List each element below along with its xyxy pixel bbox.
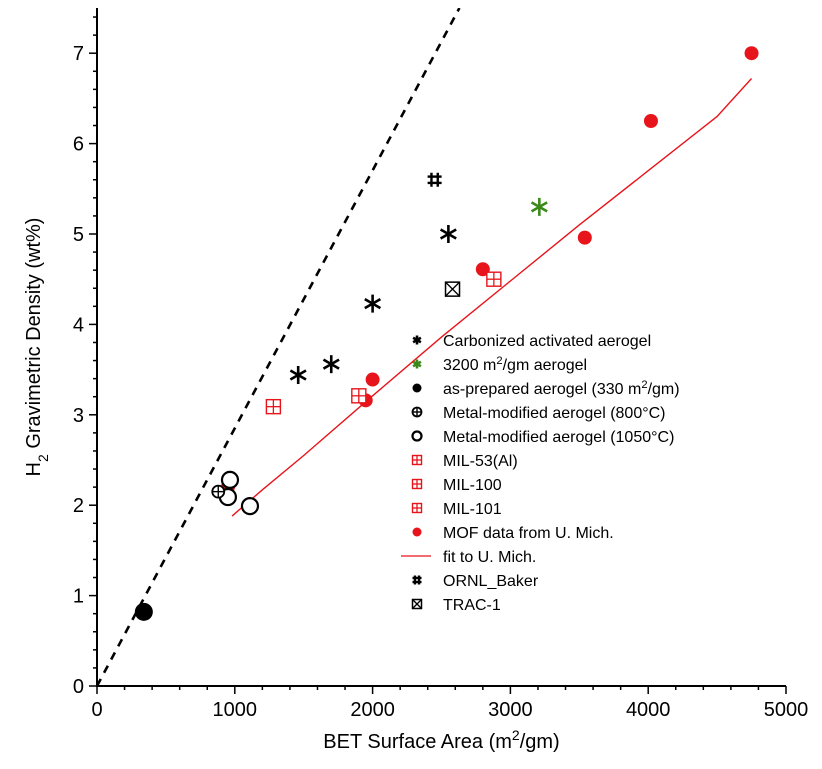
legend-marker-10 <box>412 575 422 585</box>
x-tick-label: 0 <box>91 699 102 721</box>
data-point-3-0 <box>211 484 226 499</box>
axes-layer: 0 1000 2000 3000 4000 5000 0 1 2 3 4 5 6 7 BET Surface… <box>23 8 808 753</box>
legend-label-10: ORNL_Baker <box>443 573 539 590</box>
y-tick-label: 2 <box>73 495 84 517</box>
legend-marker-0 <box>412 335 422 345</box>
data-point-1-0 <box>530 197 548 216</box>
data-point-2-0 <box>134 602 153 621</box>
x-axis-title: BET Surface Area (m2/gm) <box>323 727 559 753</box>
x-tick-label: 2000 <box>350 699 395 721</box>
legend-label-11: TRAC-1 <box>443 597 501 614</box>
legend-label-3: Metal-modified aerogel (800°C) <box>443 405 666 422</box>
data-point-11-0 <box>444 281 461 297</box>
legend-marker-11 <box>411 598 423 610</box>
legend: Carbonized activated aerogel 3200 m2/gm … <box>401 333 680 614</box>
legend-label-1: 3200 m2/gm aerogel <box>443 355 587 374</box>
legend-marker-6 <box>411 478 423 490</box>
legend-label-7: MIL-101 <box>443 501 502 518</box>
data-point-0-2 <box>364 294 382 313</box>
data-point-8-4 <box>577 230 592 245</box>
data-point-0-1 <box>322 355 340 374</box>
legend-label-0: Carbonized activated aerogel <box>443 333 651 350</box>
data-point-8-6 <box>744 46 759 61</box>
y-tick-label: 4 <box>73 314 84 336</box>
legend-marker-1 <box>412 359 422 369</box>
data-point-0-3 <box>439 225 457 243</box>
legend-marker-2 <box>412 383 422 393</box>
data-point-10-0 <box>427 172 442 187</box>
data-point-6-0 <box>351 388 367 404</box>
y-tick-label: 0 <box>73 676 84 698</box>
x-tick-label: 1000 <box>213 699 258 721</box>
legend-label-2: as-prepared aerogel (330 m2/gm) <box>443 379 680 398</box>
legend-label-9: fit to U. Mich. <box>443 549 536 566</box>
data-point-4-0 <box>220 470 240 489</box>
y-axis-title: H2 Gravimetric Density (wt%) <box>23 218 51 477</box>
data-point-7-0 <box>486 271 502 287</box>
y-tick-label: 3 <box>73 405 84 427</box>
legend-label-4: Metal-modified aerogel (1050°C) <box>443 429 674 446</box>
legend-marker-3 <box>411 406 423 418</box>
y-tick-label: 1 <box>73 586 84 608</box>
y-tick-label: 7 <box>73 43 84 65</box>
legend-label-8: MOF data from U. Mich. <box>443 525 614 542</box>
data-point-0-0 <box>289 366 307 385</box>
y-tick-label: 5 <box>73 224 84 246</box>
data-point-8-5 <box>643 114 658 128</box>
data-point-4-2 <box>240 497 260 516</box>
x-tick-label: 5000 <box>764 699 809 721</box>
y-tick-label: 6 <box>73 134 84 156</box>
plot-layer <box>97 8 759 686</box>
legend-label-5: MIL-53(Al) <box>443 453 518 470</box>
data-point-5-0 <box>265 398 282 415</box>
legend-marker-5 <box>411 454 423 466</box>
legend-marker-8 <box>412 527 422 537</box>
data-point-8-2 <box>365 372 380 387</box>
legend-label-6: MIL-100 <box>443 477 502 494</box>
fit-line <box>231 78 753 517</box>
x-tick-label: 4000 <box>626 699 671 721</box>
x-tick-label: 3000 <box>488 699 533 721</box>
legend-marker-7 <box>411 502 423 514</box>
legend-marker-4 <box>411 430 423 442</box>
reference-dashed-line <box>97 8 461 686</box>
